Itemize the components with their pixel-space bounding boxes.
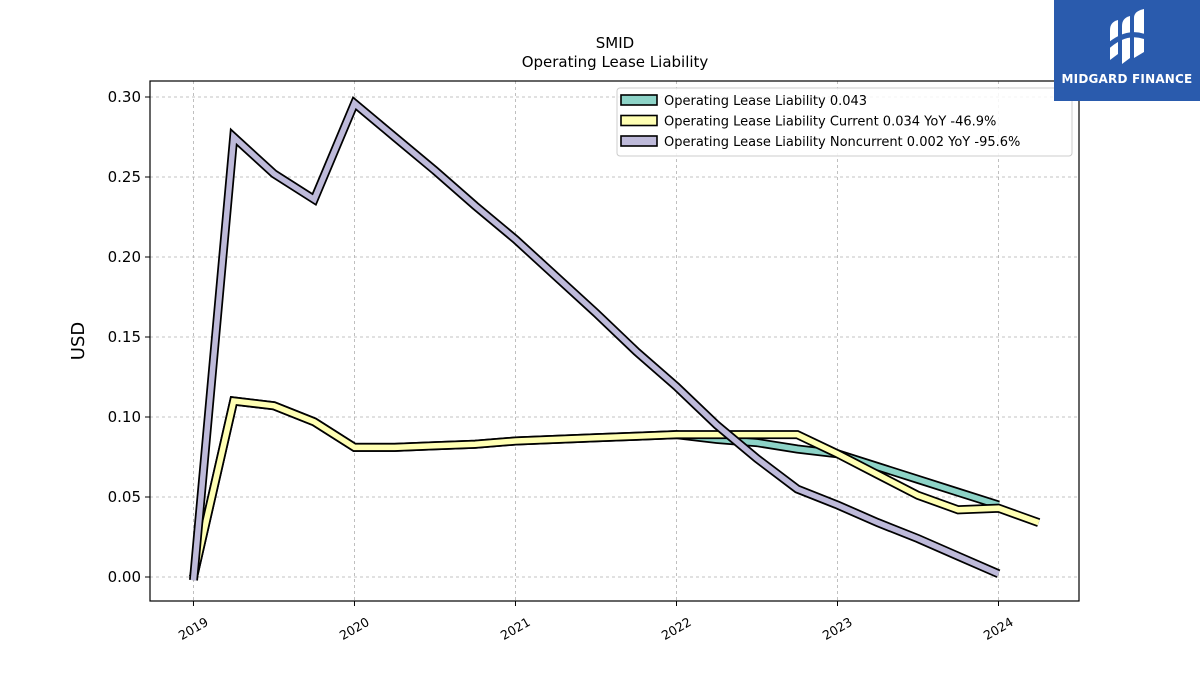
x-tick-label: 2020 bbox=[337, 614, 372, 643]
y-tick-label: 0.10 bbox=[108, 408, 141, 426]
x-tick-label: 2024 bbox=[981, 614, 1016, 643]
legend: Operating Lease Liability 0.043 Operating… bbox=[616, 87, 1073, 157]
legend-box bbox=[616, 87, 1073, 157]
x-tick-label: 2022 bbox=[659, 614, 694, 643]
legend-label: Operating Lease Liability Current 0.034 … bbox=[664, 115, 996, 130]
series-line-3 bbox=[190, 98, 1000, 581]
legend-label: Operating Lease Liability Noncurrent 0.0… bbox=[664, 135, 1020, 150]
chart-title: SMID bbox=[596, 34, 634, 52]
y-tick-label: 0.30 bbox=[108, 88, 141, 106]
y-axis-label: USD bbox=[68, 322, 89, 360]
x-tick-label: 2019 bbox=[176, 614, 211, 643]
x-tick-label: 2023 bbox=[820, 614, 855, 643]
series-line-2 bbox=[190, 397, 1040, 578]
legend-swatch bbox=[620, 135, 658, 147]
series-line-1 bbox=[190, 397, 1000, 578]
series-outline-3 bbox=[189, 96, 1001, 581]
axis-ticks: 0.00 0.05 0.10 0.15 0.20 0.25 0.30 2019 2020 2021… bbox=[108, 88, 1016, 643]
series-outline-1 bbox=[189, 396, 1000, 579]
legend-swatch bbox=[620, 94, 658, 106]
legend-swatch bbox=[620, 114, 658, 127]
x-tick-label: 2021 bbox=[498, 614, 533, 643]
y-tick-label: 0.20 bbox=[108, 248, 141, 266]
legend-label: Operating Lease Liability 0.043 bbox=[664, 94, 867, 109]
y-tick-label: 0.15 bbox=[108, 328, 141, 346]
series-lines bbox=[189, 96, 1041, 581]
y-tick-label: 0.05 bbox=[108, 488, 141, 506]
y-tick-label: 0.25 bbox=[108, 168, 141, 186]
y-tick-label: 0.00 bbox=[108, 568, 141, 586]
grid bbox=[150, 81, 1079, 601]
logo-text: MIDGARD FINANCE bbox=[1061, 72, 1193, 86]
midgard-finance-logo: MIDGARD FINANCE bbox=[1054, 0, 1200, 101]
logo-mark-icon bbox=[1104, 9, 1150, 64]
plot-frame bbox=[149, 80, 1080, 602]
chart-subtitle: Operating Lease Liability bbox=[522, 53, 709, 71]
